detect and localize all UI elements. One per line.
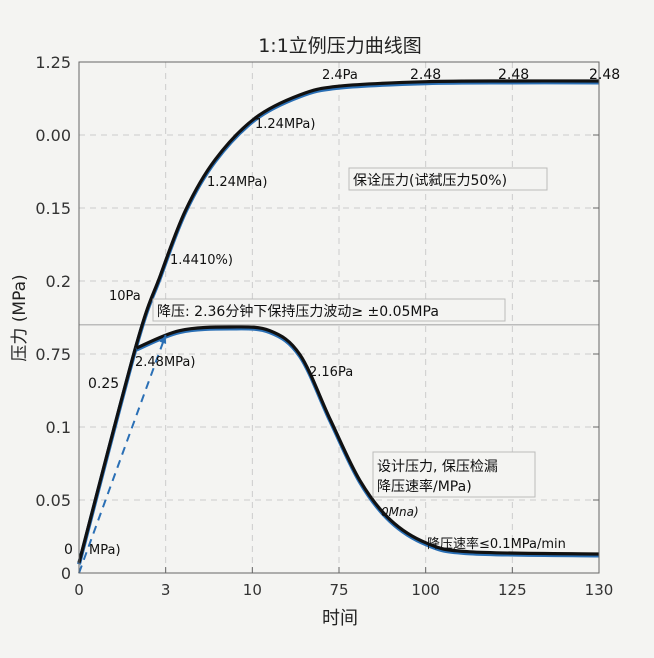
annotation-2-48mpa: 2.48MPa): [135, 355, 195, 370]
x-tick-label: 0: [74, 581, 84, 599]
series-line-0: [77, 79, 600, 564]
annotation-2-16pa: 2.16Pa: [309, 365, 353, 380]
chart-title: 1:1立例压力曲线图: [258, 35, 422, 57]
x-tick-label: 3: [161, 581, 171, 599]
y-tick-label: 0.00: [35, 126, 71, 145]
annotation-0mna: 0Mna): [381, 505, 419, 519]
annotation-1-24mpa-a: 1.24MPa): [255, 117, 315, 132]
y-tick-labels: 0 0.05 0.1 0.75 0.2 0.15 0.00 1.25: [35, 53, 599, 583]
box-hold-text: 降压: 2.36分钟下保持压力波动≥ ±0.05MPa: [157, 303, 439, 320]
arrow-series-line: [78, 334, 167, 574]
y-tick-label: 0.75: [35, 345, 71, 364]
y-tick-label: 0.15: [35, 199, 71, 218]
annotation-2-48-a: 2.48: [410, 67, 441, 83]
y-tick-label: 0.1: [46, 418, 71, 437]
y-tick-label: 1.25: [35, 53, 71, 72]
annotation-box-test-pressure: 保诠压力(试弑压力50%): [348, 167, 548, 191]
annotation-2-48-c: 2.48: [589, 67, 620, 83]
arrow-head: [159, 335, 167, 345]
series-shadow-1: [135, 326, 600, 558]
box-design-line2: 降压速率/MPa): [377, 478, 472, 495]
y-tick-label: 0: [61, 564, 71, 583]
x-tick-labels: 0 3 10 75 100 125 130: [74, 567, 613, 599]
x-tick-label: 130: [585, 581, 614, 599]
annotation-1-4410: 1.4410%): [170, 253, 233, 268]
box-design-line1: 设计压力, 保压检漏: [377, 459, 498, 475]
series-group: [77, 79, 600, 574]
y-tick-label: 0.05: [35, 491, 71, 510]
annotation-zero: 0: [64, 542, 73, 558]
annotation-2-48-b: 2.48: [498, 67, 529, 83]
annotation-10pa: 10Pa: [109, 289, 141, 304]
annotation-rate: 降压速率≤0.1MPa/min: [427, 536, 566, 552]
annotation-box-design: 设计压力, 保压检漏 降压速率/MPa): [372, 451, 536, 498]
x-tick-label: 10: [243, 581, 262, 599]
x-tick-label: 100: [411, 581, 440, 599]
x-tick-label: 125: [498, 581, 527, 599]
y-axis-label: 压力 (MPa): [10, 274, 30, 361]
annotation-1-24mpa-b: 1.24MPa): [207, 175, 267, 190]
annotation-box-hold: 降压: 2.36分钟下保持压力波动≥ ±0.05MPa: [152, 298, 506, 322]
x-axis-label: 时间: [322, 608, 358, 629]
x-tick-label: 75: [329, 581, 348, 599]
annotation-mpa: MPa): [89, 543, 121, 558]
annotation-2-4pa: 2.4Pa: [322, 68, 358, 83]
box-test-text: 保诠压力(试弑压力50%): [353, 173, 507, 189]
annotation-0-25: 0.25: [88, 376, 119, 392]
y-tick-label: 0.2: [46, 272, 71, 291]
series-line-1: [135, 325, 600, 556]
